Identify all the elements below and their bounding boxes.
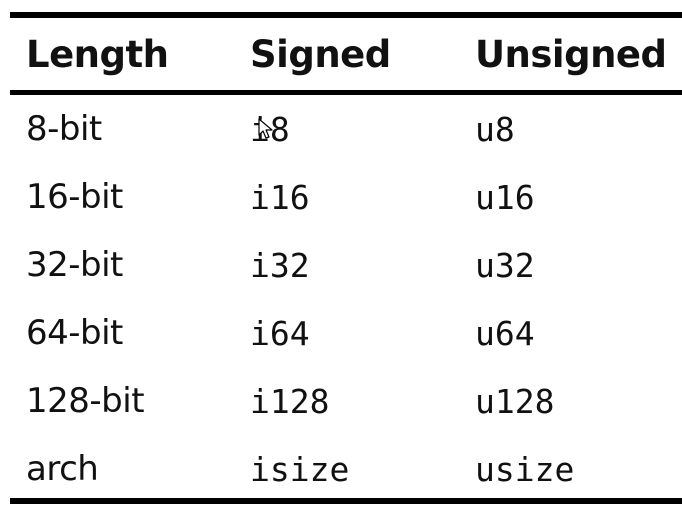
length-cell: 16-bit xyxy=(26,177,123,217)
signed-cell: i32 xyxy=(250,245,310,285)
length-cell: 8-bit xyxy=(26,109,102,149)
table-header-rule xyxy=(10,90,682,95)
signed-cell: i16 xyxy=(250,177,310,217)
mouse-pointer-icon xyxy=(258,118,273,139)
table-row: 64-bit i64 u64 xyxy=(10,299,682,367)
header-signed: Signed xyxy=(250,32,391,76)
signed-cell: isize xyxy=(250,449,350,489)
table-row: 16-bit i16 u16 xyxy=(10,163,682,231)
unsigned-cell: u8 xyxy=(475,109,515,149)
table-header-row: Length Signed Unsigned xyxy=(10,18,682,90)
unsigned-cell: u32 xyxy=(475,245,535,285)
length-cell: 64-bit xyxy=(26,313,123,353)
signed-cell: i64 xyxy=(250,313,310,353)
unsigned-cell: u128 xyxy=(475,381,555,421)
table-row: 8-bit i8 u8 xyxy=(10,95,682,163)
signed-cell: i128 xyxy=(250,381,330,421)
header-unsigned: Unsigned xyxy=(475,32,667,76)
table-row: 32-bit i32 u32 xyxy=(10,231,682,299)
table-row: 128-bit i128 u128 xyxy=(10,367,682,435)
unsigned-cell: u16 xyxy=(475,177,535,217)
unsigned-cell: u64 xyxy=(475,313,535,353)
integer-types-table: Length Signed Unsigned 8-bit i8 u8 16-bi… xyxy=(10,12,682,503)
unsigned-cell: usize xyxy=(475,449,575,489)
table-top-rule xyxy=(10,12,682,18)
table-bottom-rule xyxy=(10,498,682,504)
length-cell: arch xyxy=(26,449,99,489)
table-row: arch isize usize xyxy=(10,435,682,503)
header-length: Length xyxy=(26,32,169,76)
length-cell: 128-bit xyxy=(26,381,145,421)
length-cell: 32-bit xyxy=(26,245,123,285)
